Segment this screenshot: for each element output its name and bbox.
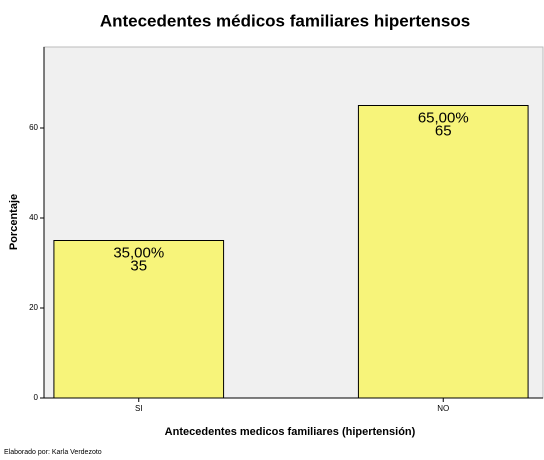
data-label: 35 bbox=[130, 257, 147, 274]
data-label: 35,00% bbox=[113, 244, 164, 261]
footer: Elaborado por: Karla Verdezoto bbox=[4, 449, 102, 456]
bar bbox=[53, 240, 225, 399]
y-tick-label: 20 bbox=[29, 303, 38, 312]
x-tick-label: NO bbox=[437, 404, 449, 413]
data-label: 65,00% bbox=[418, 109, 469, 126]
x-axis-label: Antecedentes medicos familiares (hiperte… bbox=[165, 426, 416, 438]
chart-title: Antecedentes médicos familiares hiperten… bbox=[100, 11, 470, 30]
x-tick-label: SI bbox=[135, 404, 143, 413]
data-label: 65 bbox=[435, 122, 452, 139]
y-tick-label: 60 bbox=[29, 123, 38, 132]
bar bbox=[357, 105, 529, 399]
y-tick-label: 40 bbox=[29, 213, 38, 222]
y-tick-label: 0 bbox=[34, 393, 39, 402]
y-axis-label: Porcentaje bbox=[8, 194, 20, 250]
